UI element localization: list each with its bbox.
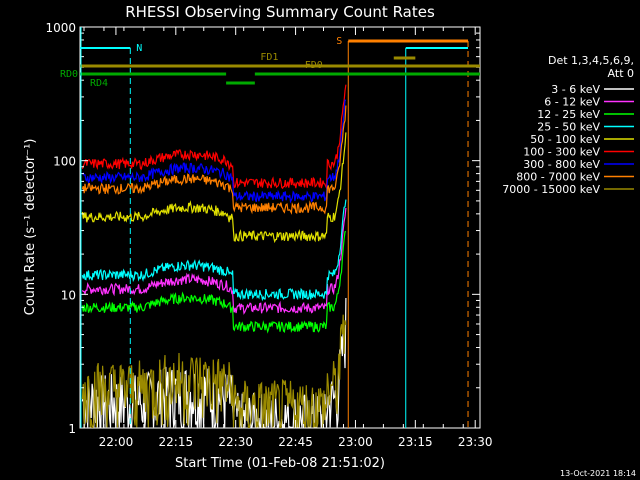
legend-entry-label: 3 - 6 keV <box>551 83 600 96</box>
y-axis-label: Count Rate (s⁻¹ detector⁻¹) <box>23 139 38 316</box>
y-tick-label: 10 <box>61 288 76 302</box>
series-line <box>81 84 347 191</box>
chart-title: RHESSI Observing Summary Count Rates <box>125 3 435 21</box>
x-tick-label: 22:15 <box>159 435 194 449</box>
plot-area <box>79 26 481 429</box>
rd0-label: RD0 <box>60 69 78 80</box>
s-label: S <box>336 36 342 47</box>
series-line <box>81 230 347 334</box>
series-line <box>81 132 347 244</box>
legend-entry-label: 25 - 50 keV <box>537 121 600 134</box>
y-tick-label: 1 <box>68 422 76 436</box>
series-line <box>81 99 347 204</box>
legend-entry-label: 100 - 300 keV <box>523 146 600 159</box>
legend-entry-label: 50 - 100 keV <box>530 133 600 146</box>
x-tick-label: 22:00 <box>99 435 134 449</box>
legend-entry-label: 300 - 800 keV <box>523 158 600 171</box>
rd4-label: RD4 <box>90 78 108 89</box>
legend-entry-label: 7000 - 15000 keV <box>502 183 600 196</box>
legend-entry-label: 800 - 7000 keV <box>516 171 600 184</box>
legend-entry-label: 6 - 12 keV <box>544 96 600 109</box>
series-line <box>81 207 347 315</box>
n-label: N <box>136 43 142 54</box>
y-tick-label: 1000 <box>45 21 76 35</box>
y-tick-label: 100 <box>53 155 76 169</box>
legend-header: Det 1,3,4,5,6,9, <box>548 54 634 67</box>
fd0-label: FD0 <box>305 60 323 71</box>
x-tick-label: 23:30 <box>458 435 493 449</box>
x-axis: 22:00 22:15 22:30 22:45 23:00 23:15 23:30 <box>83 27 493 449</box>
x-tick-label: 23:15 <box>398 435 433 449</box>
fd1-label: FD1 <box>260 52 278 63</box>
x-tick-label: 22:45 <box>278 435 313 449</box>
x-axis-label: Start Time (01-Feb-08 21:51:02) <box>175 456 385 471</box>
x-tick-label: 23:00 <box>338 435 373 449</box>
x-tick-label: 22:30 <box>218 435 253 449</box>
series-line <box>81 105 347 215</box>
legend-header: Att 0 <box>608 67 634 80</box>
mode-overlays: N S FD1 FD0 RD0 RD4 <box>60 27 480 428</box>
series-line <box>81 199 347 302</box>
footer-date: 13-Oct-2021 18:14 <box>560 469 636 478</box>
legend-entry-label: 12 - 25 keV <box>537 108 600 121</box>
series-line <box>81 314 347 428</box>
